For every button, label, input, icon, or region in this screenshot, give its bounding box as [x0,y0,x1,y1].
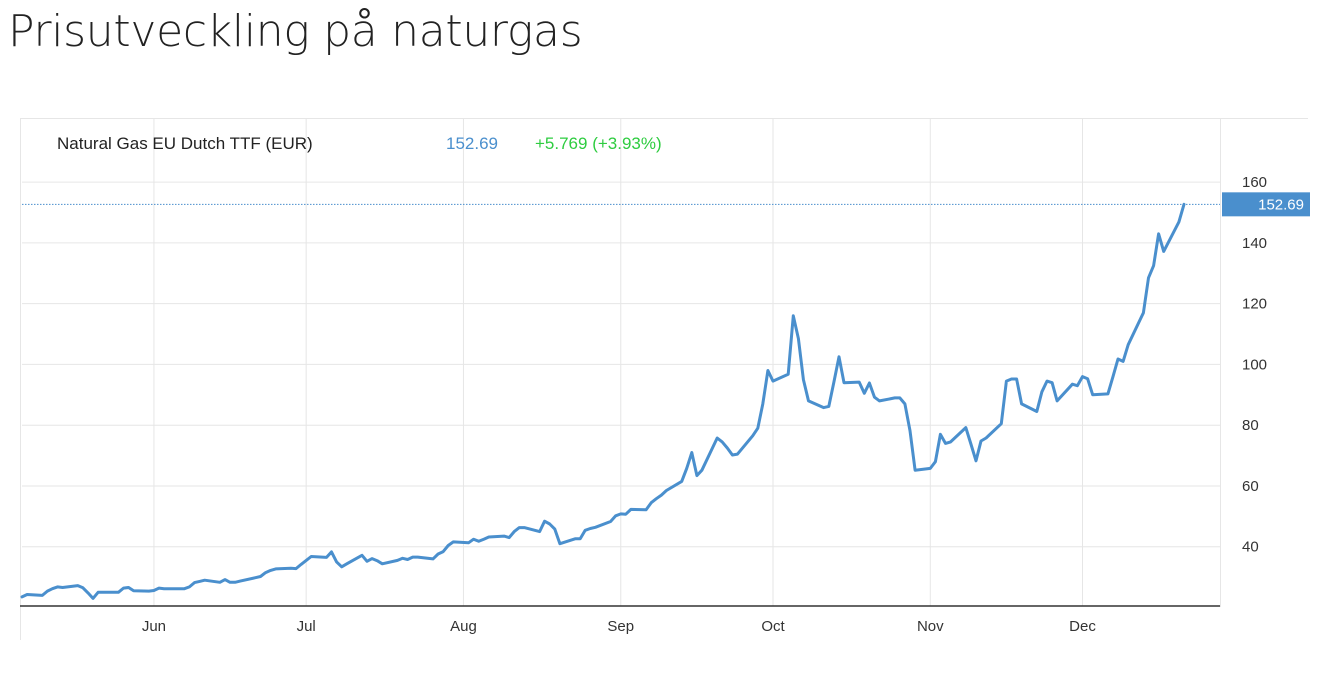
last-price-tag: 152.69 [1222,192,1310,217]
legend-change: +5.769 (+3.93%) [535,134,662,153]
y-tick-label: 40 [1242,539,1259,556]
x-tick-label: Aug [450,618,477,635]
x-tick-label: Jul [297,618,316,635]
y-tick-label: 140 [1242,235,1267,252]
legend-price: 152.69 [446,134,498,153]
x-tick-label: Sep [607,618,634,635]
legend-series-name: Natural Gas EU Dutch TTF (EUR) [57,134,313,153]
x-tick-labels: Jun Jul Aug Sep Oct Nov Dec [142,618,1097,635]
series-line [20,202,1186,600]
x-tick-label: Oct [761,618,785,635]
x-tick-label: Jun [142,618,166,635]
page-title: Prisutveckling på naturgas [8,6,583,57]
y-tick-label: 60 [1242,478,1259,495]
y-tick-label: 100 [1242,356,1267,373]
x-tick-label: Dec [1069,618,1096,635]
y-tick-label: 120 [1242,296,1267,313]
y-tick-label: 160 [1242,174,1267,191]
y-tick-labels: 40 60 80 100 120 140 160 [1242,174,1267,556]
last-price-tag-bg [1222,192,1310,217]
x-tick-label: Nov [917,618,944,635]
x-gridlines [153,118,1084,606]
last-price-tag-label: 152.69 [1258,196,1304,213]
y-tick-label: 80 [1242,417,1259,434]
